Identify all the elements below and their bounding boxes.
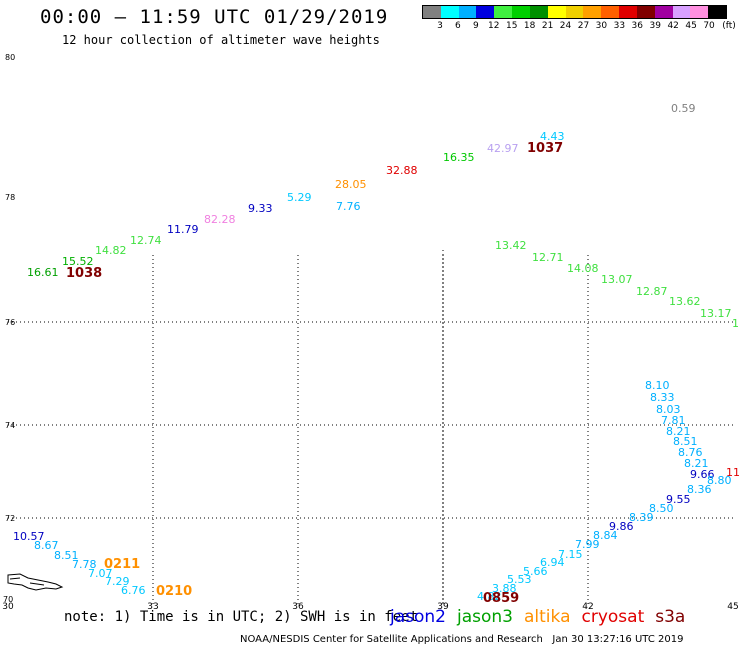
- satellite-legend-item: altika: [524, 607, 571, 627]
- pass-time-label: 0211: [104, 557, 140, 572]
- swh-value: 16.61: [27, 266, 59, 279]
- satellite-legend: jason2 jason3 altika cryosat s3a: [390, 607, 696, 627]
- satellite-legend-item: cryosat: [582, 607, 645, 627]
- lat-label: 74: [5, 421, 15, 430]
- lat-label: 72: [5, 514, 15, 523]
- credit-line: NOAA/NESDIS Center for Satellite Applica…: [240, 634, 683, 645]
- swh-value: 9.33: [248, 202, 273, 215]
- swh-value: 28.05: [335, 178, 367, 191]
- swh-value: 32.88: [386, 164, 418, 177]
- swh-value: 5.29: [287, 191, 312, 204]
- lon-label: 45: [727, 602, 738, 612]
- swh-value: 11.79: [167, 223, 199, 236]
- satellite-legend-item: s3a: [655, 607, 685, 627]
- lat-label: 80: [5, 53, 15, 62]
- swh-value: 13.07: [601, 273, 633, 286]
- coastline-shape: [8, 574, 62, 590]
- swh-value: 16.35: [443, 151, 475, 164]
- swh-value: 13.42: [495, 239, 527, 252]
- pass-time-label: 0210: [156, 584, 192, 599]
- swh-value: 82.28: [204, 213, 236, 226]
- pass-time-label: 1037: [527, 141, 563, 156]
- swh-value: 8.36: [687, 483, 712, 496]
- lat-label: 76: [5, 318, 15, 327]
- units-note: note: 1) Time is in UTC; 2) SWH is in fe…: [64, 609, 418, 625]
- swh-value: 0.59: [671, 102, 696, 115]
- lat-label: 70: [3, 595, 13, 604]
- swh-value: 12.71: [532, 251, 564, 264]
- lat-label: 78: [5, 193, 15, 202]
- observation-labels: 0.59 4.43 42.97 16.35 32.88 28.05 5.29 7.76 9.33…: [13, 102, 740, 603]
- swh-value: 12.74: [130, 234, 162, 247]
- lat-lon-grid: [8, 250, 733, 606]
- coastline: [8, 574, 62, 590]
- satellite-legend-item: jason3: [457, 607, 513, 627]
- swh-value: 14.82: [95, 244, 127, 257]
- swh-value: 7.76: [336, 200, 361, 213]
- swh-value: 14.08: [567, 262, 599, 275]
- time-labels: 1037 1038 0211 0210 0859: [66, 141, 563, 606]
- pass-time-label: 0859: [483, 591, 519, 606]
- satellite-legend-item: jason2: [390, 607, 446, 627]
- swh-value: 6.76: [121, 584, 146, 597]
- swh-value: 11: [726, 466, 740, 479]
- swh-value: 13.62: [669, 295, 701, 308]
- pass-time-label: 1038: [66, 266, 102, 281]
- swh-value: 42.97: [487, 142, 519, 155]
- swh-value: 1: [732, 317, 739, 330]
- altimeter-map: 807876747230 33 36 39 42 4570 0.594.4342.9716…: [0, 0, 740, 650]
- swh-value: 13.17: [700, 307, 732, 320]
- swh-value: 12.87: [636, 285, 668, 298]
